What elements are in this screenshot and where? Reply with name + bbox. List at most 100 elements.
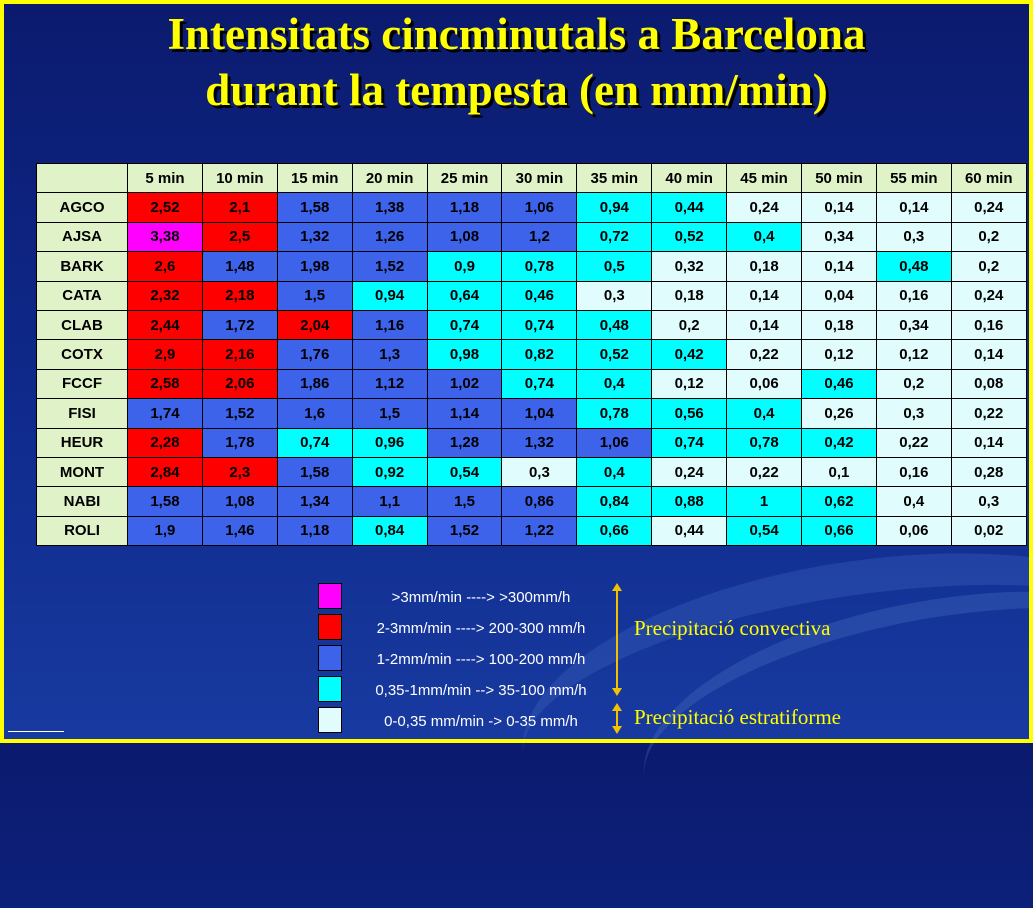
table-cell: 2,04 bbox=[276, 309, 353, 341]
title-line-2: durant la tempesta (en mm/min) bbox=[205, 65, 828, 115]
table-cell: 1,3 bbox=[351, 339, 428, 370]
convective-bracket bbox=[616, 590, 618, 691]
table-cell: 0,14 bbox=[801, 251, 877, 282]
row-label: AGCO bbox=[36, 192, 128, 223]
table-cell: 0,52 bbox=[576, 339, 653, 370]
slide-title: Intensitats cincminutals a Barcelona dur… bbox=[0, 6, 1033, 118]
table-cell: 0,78 bbox=[576, 398, 653, 429]
table-cell: 0,22 bbox=[726, 339, 803, 370]
table-cell: 0,66 bbox=[801, 515, 877, 547]
table-cell: 0,78 bbox=[501, 251, 578, 282]
table-cell: 1,52 bbox=[351, 251, 428, 282]
table-cell: 0,54 bbox=[726, 515, 803, 547]
table-cell: 0,3 bbox=[576, 280, 653, 311]
legend-item: 0,35-1mm/min --> 35-100 mm/h bbox=[318, 676, 608, 703]
table-row: FISI 1,74 1,52 1,6 1,5 1,14 1,04 0,78 0,56 0,4 0,2… bbox=[36, 398, 1027, 429]
column-header: 55 min bbox=[875, 162, 952, 194]
table-cell: 0,2 bbox=[950, 221, 1027, 253]
table-cell: 0,3 bbox=[875, 398, 952, 429]
table-row: ROLI 1,9 1,46 1,18 0,84 1,52 1,22 0,66 0,44 0,54 0… bbox=[36, 515, 1027, 547]
row-label: MONT bbox=[36, 456, 128, 488]
table-cell: 2,16 bbox=[201, 339, 278, 370]
table-cell: 1,2 bbox=[501, 221, 578, 253]
table-cell: 0,42 bbox=[651, 339, 728, 370]
table-cell: 0,78 bbox=[726, 427, 803, 458]
table-cell: 0,34 bbox=[801, 221, 877, 253]
column-header: 25 min bbox=[426, 162, 503, 194]
bracket-arrow-down-icon bbox=[612, 688, 622, 696]
table-cell: 0,24 bbox=[950, 280, 1027, 311]
table-cell: 1,04 bbox=[501, 398, 578, 429]
column-header: 40 min bbox=[651, 162, 728, 194]
table-cell: 0,08 bbox=[950, 368, 1027, 400]
table-cell: 1,28 bbox=[426, 427, 503, 458]
table-cell: 0,12 bbox=[801, 339, 877, 370]
table-cell: 0,06 bbox=[875, 515, 952, 547]
table-cell: 0,44 bbox=[651, 515, 728, 547]
table-cell: 1,98 bbox=[276, 251, 353, 282]
table-cell: 2,6 bbox=[127, 251, 203, 282]
legend-item: 2-3mm/min ----> 200-300 mm/h bbox=[318, 614, 608, 641]
table-row: FCCF 2,58 2,06 1,86 1,12 1,02 0,74 0,4 0,12 0,06 0… bbox=[36, 368, 1027, 400]
legend-item: >3mm/min ----> >300mm/h bbox=[318, 583, 608, 610]
table-cell: 1,02 bbox=[426, 368, 503, 400]
row-label: ROLI bbox=[36, 515, 128, 547]
table-cell: 0,54 bbox=[426, 456, 503, 488]
table-cell: 0,1 bbox=[801, 456, 877, 488]
column-header: 50 min bbox=[801, 162, 877, 194]
row-label: BARK bbox=[36, 251, 128, 282]
column-header: 20 min bbox=[351, 162, 428, 194]
table-cell: 0,02 bbox=[950, 515, 1027, 547]
row-label: HEUR bbox=[36, 427, 128, 458]
table-cell: 0,14 bbox=[726, 309, 803, 341]
table-cell: 1,06 bbox=[501, 192, 578, 223]
table-row: NABI 1,58 1,08 1,34 1,1 1,5 0,86 0,84 0,88 1 0,62 0… bbox=[36, 486, 1027, 517]
table-cell: 1,06 bbox=[576, 427, 653, 458]
table-cell: 1,72 bbox=[201, 309, 278, 341]
table-cell: 1,08 bbox=[426, 221, 503, 253]
table-cell: 0,22 bbox=[875, 427, 952, 458]
table-cell: 2,44 bbox=[127, 309, 203, 341]
column-header: 15 min bbox=[276, 162, 353, 194]
table-cell: 0,24 bbox=[651, 456, 728, 488]
table-cell: 0,46 bbox=[501, 280, 578, 311]
table-cell: 0,4 bbox=[875, 486, 952, 517]
table-cell: 1,1 bbox=[351, 486, 428, 517]
table-cell: 1,6 bbox=[276, 398, 353, 429]
table-cell: 0,4 bbox=[576, 456, 653, 488]
table-row: COTX 2,9 2,16 1,76 1,3 0,98 0,82 0,52 0,42 0,22 0,… bbox=[36, 339, 1027, 370]
stratiform-bracket bbox=[616, 710, 618, 728]
table-cell: 0,44 bbox=[651, 192, 728, 223]
table-cell: 0,72 bbox=[576, 221, 653, 253]
table-cell: 0,18 bbox=[801, 309, 877, 341]
table-cell: 0,98 bbox=[426, 339, 503, 370]
table-cell: 1,32 bbox=[276, 221, 353, 253]
table-cell: 1,52 bbox=[426, 515, 503, 547]
title-line-1: Intensitats cincminutals a Barcelona bbox=[167, 9, 866, 59]
table-cell: 0,16 bbox=[875, 280, 952, 311]
table-cell: 0,84 bbox=[576, 486, 653, 517]
bracket-arrow-down-icon bbox=[612, 726, 622, 734]
table-cell: 1,5 bbox=[426, 486, 503, 517]
row-label: AJSA bbox=[36, 221, 128, 253]
table-cell: 1,76 bbox=[276, 339, 353, 370]
legend-swatch bbox=[318, 676, 342, 702]
corner-cell bbox=[36, 162, 128, 194]
table-cell: 0,4 bbox=[576, 368, 653, 400]
table-cell: 0,2 bbox=[950, 251, 1027, 282]
column-header: 10 min bbox=[201, 162, 278, 194]
table-cell: 0,9 bbox=[426, 251, 503, 282]
table-cell: 0,12 bbox=[875, 339, 952, 370]
table-cell: 0,48 bbox=[576, 309, 653, 341]
table-cell: 0,14 bbox=[801, 192, 877, 223]
table-cell: 1,5 bbox=[276, 280, 353, 311]
table-cell: 0,94 bbox=[576, 192, 653, 223]
table-cell: 0,34 bbox=[875, 309, 952, 341]
legend-label: 1-2mm/min ----> 100-200 mm/h bbox=[376, 651, 586, 668]
table-row: BARK 2,6 1,48 1,98 1,52 0,9 0,78 0,5 0,32 0,18 0,1… bbox=[36, 251, 1027, 282]
stratiform-label: Precipitació estratiforme bbox=[634, 705, 841, 729]
table-cell: 0,96 bbox=[351, 427, 428, 458]
table-cell: 1,18 bbox=[426, 192, 503, 223]
table-cell: 0,46 bbox=[801, 368, 877, 400]
column-header: 5 min bbox=[127, 162, 203, 194]
